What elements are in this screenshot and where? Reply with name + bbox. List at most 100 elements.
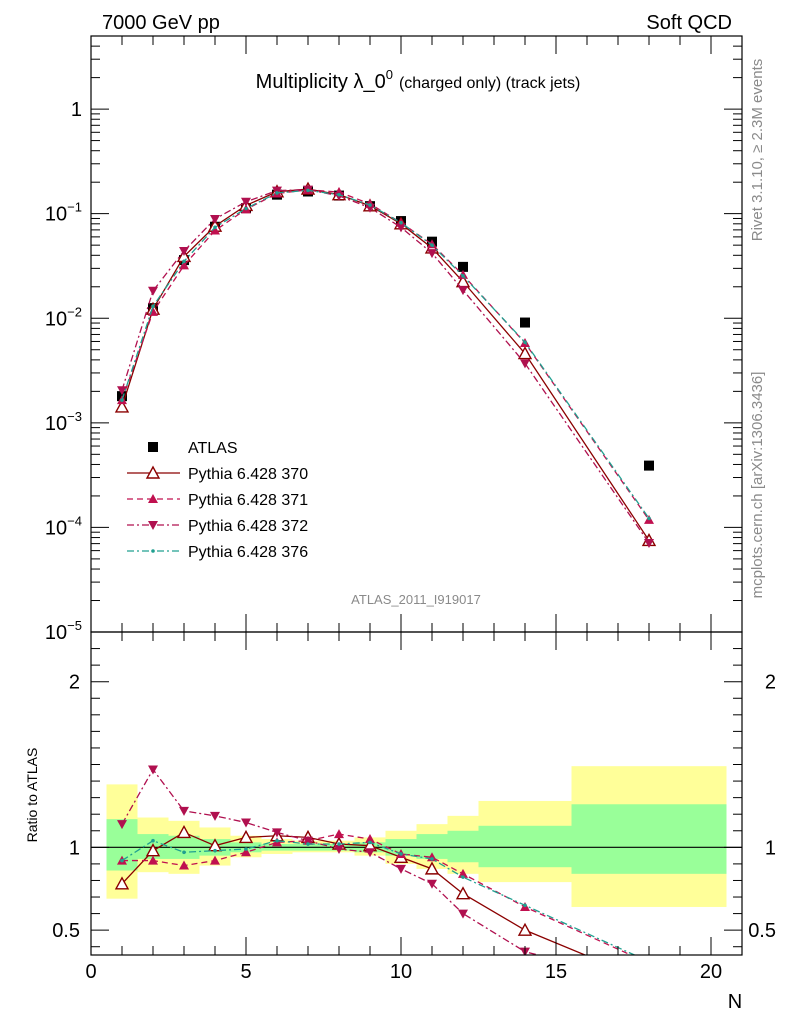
legend-marker-pythia-6-428-370 xyxy=(145,465,161,479)
ratio-y-tick-label-left: 1 xyxy=(69,837,80,859)
ratio-point-pythia-6-428-370 xyxy=(455,886,471,900)
legend-label-pythia-6-428-372: Pythia 6.428 372 xyxy=(188,518,308,535)
ratio-line-pythia-6-428-376 xyxy=(121,839,636,955)
main-y-tick-label: 10−5 xyxy=(45,618,82,644)
main-point-pythia-6-428-376 xyxy=(461,274,465,278)
main-y-tick-label: 10−3 xyxy=(45,409,82,435)
legend: ATLAS Pythia 6.428 370 Pythia 6.428 371 Pyt… xyxy=(127,440,308,561)
ratio-point-pythia-6-428-376 xyxy=(182,850,186,855)
main-y-tick-exponent: −1 xyxy=(67,200,82,215)
ratio-y-axis-label: Ratio to ATLAS xyxy=(24,748,40,843)
ratio-y-tick-label-right: 1 xyxy=(765,837,776,859)
main-y-tick-base: 10 xyxy=(45,413,67,435)
main-y-tick-exponent: −5 xyxy=(67,618,82,633)
main-y-tick-base: 1 xyxy=(71,99,82,121)
ratio-point-pythia-6-428-372 xyxy=(272,828,282,838)
main-line-pythia-6-428-370 xyxy=(121,188,650,541)
main-point-atlas xyxy=(458,261,468,272)
main-y-tick-base: 10 xyxy=(45,204,67,226)
legend-label-atlas: ATLAS xyxy=(188,440,238,457)
main-y-tick-labels: 110−110−210−310−410−5 xyxy=(45,99,82,644)
ratio-point-pythia-6-428-371 xyxy=(644,958,654,967)
main-point-pythia-6-428-372 xyxy=(520,359,530,369)
legend-label-pythia-6-428-371: Pythia 6.428 371 xyxy=(188,492,308,509)
x-tick-label: 5 xyxy=(240,961,251,983)
x-axis-label: N xyxy=(728,991,742,1013)
main-point-pythia-6-428-376 xyxy=(647,516,651,521)
ratio-band-green xyxy=(571,804,727,874)
ratio-point-pythia-6-428-371 xyxy=(148,855,158,865)
ratio-point-pythia-6-428-376 xyxy=(244,847,248,851)
main-point-pythia-6-428-376 xyxy=(430,243,434,247)
ratio-point-pythia-6-428-371 xyxy=(210,855,220,865)
ratio-point-pythia-6-428-371 xyxy=(179,860,189,870)
ratio-point-pythia-6-428-370 xyxy=(238,829,254,844)
main-point-atlas xyxy=(520,317,530,328)
main-y-tick-base: 10 xyxy=(45,517,67,539)
ratio-point-pythia-6-428-376 xyxy=(399,852,403,856)
ratio-point-pythia-6-428-372 xyxy=(365,848,375,858)
main-point-pythia-6-428-376 xyxy=(337,192,341,197)
main-point-pythia-6-428-376 xyxy=(523,340,527,345)
main-point-pythia-6-428-372 xyxy=(179,246,189,256)
main-point-pythia-6-428-372 xyxy=(396,223,406,233)
ratio-y-tick-label-left: 0.5 xyxy=(52,920,80,942)
ratio-plot-ticks xyxy=(90,631,743,955)
ratio-point-pythia-6-428-370 xyxy=(643,976,655,987)
ratio-point-pythia-6-428-376 xyxy=(275,838,279,843)
ratio-point-pythia-6-428-376 xyxy=(647,960,651,964)
main-y-tick-label: 10−1 xyxy=(45,200,82,226)
ratio-point-pythia-6-428-376 xyxy=(337,842,341,846)
ratio-point-pythia-6-428-371 xyxy=(365,834,375,844)
main-point-pythia-6-428-371 xyxy=(179,260,189,270)
ratio-point-pythia-6-428-372 xyxy=(458,909,468,919)
ratio-y-tick-labels: 0.5 0.5 1 1 2 2 xyxy=(52,672,776,942)
plot-title-superscript: 0 xyxy=(386,67,393,82)
ratio-point-pythia-6-428-376 xyxy=(151,838,155,843)
main-y-tick-exponent: −4 xyxy=(67,513,82,528)
main-point-pythia-6-428-376 xyxy=(213,225,217,230)
ratio-point-pythia-6-428-372 xyxy=(210,811,220,821)
legend-label-pythia-6-428-376: Pythia 6.428 376 xyxy=(188,544,308,561)
ratio-point-pythia-6-428-371 xyxy=(334,829,344,839)
x-tick-labels: 0 5 10 15 20 xyxy=(85,961,722,983)
ratio-point-pythia-6-428-376 xyxy=(368,840,372,845)
ratio-point-pythia-6-428-372 xyxy=(427,879,437,889)
main-point-pythia-6-428-370 xyxy=(114,399,130,413)
main-y-tick-base: 10 xyxy=(45,622,67,644)
ratio-point-pythia-6-428-372 xyxy=(117,820,127,830)
main-y-tick-base: 10 xyxy=(45,308,67,330)
main-plot-marks xyxy=(114,181,657,548)
main-point-pythia-6-428-376 xyxy=(368,203,372,207)
ratio-point-pythia-6-428-376 xyxy=(306,842,310,846)
ratio-point-pythia-6-428-372 xyxy=(303,836,313,846)
main-plot-panel: 110−110−210−310−410−5 Multiplicity λ_00(… xyxy=(45,35,743,644)
ratio-point-pythia-6-428-371 xyxy=(458,868,468,878)
main-point-pythia-6-428-371 xyxy=(210,225,220,235)
main-point-pythia-6-428-372 xyxy=(241,197,251,207)
main-point-pythia-6-428-372 xyxy=(427,249,437,259)
main-point-pythia-6-428-376 xyxy=(120,398,124,402)
ratio-point-pythia-6-428-376 xyxy=(213,848,217,853)
ratio-plot-frame xyxy=(90,631,743,956)
plot-title-subtitle: (charged only) (track jets) xyxy=(399,75,580,92)
header-energy-label: 7000 GeV pp xyxy=(102,12,220,34)
ratio-y-tick-label-left: 2 xyxy=(69,672,80,694)
ratio-plot-panel: 0.5 0.5 1 1 2 2 0 5 10 15 20 Ratio to ATLAS N xyxy=(24,631,776,1013)
ratio-point-pythia-6-428-372 xyxy=(241,818,251,828)
legend-marker-pythia-6-428-371 xyxy=(148,494,158,503)
main-plot-ticks xyxy=(90,35,743,633)
ratio-plot-marks xyxy=(91,765,742,987)
main-y-tick-label: 1 xyxy=(71,99,82,121)
ratio-y-tick-label-right: 2 xyxy=(765,672,776,694)
x-tick-label: 0 xyxy=(85,961,96,983)
ratio-point-pythia-6-428-370 xyxy=(424,861,440,875)
main-y-tick-exponent: −2 xyxy=(67,304,82,319)
main-line-pythia-6-428-376 xyxy=(121,189,650,519)
ratio-band-green xyxy=(447,830,479,863)
main-point-pythia-6-428-372 xyxy=(365,203,375,213)
ratio-point-pythia-6-428-372 xyxy=(334,844,344,854)
mcplots-reference-label: mcplots.cern.ch [arXiv:1306.3436] xyxy=(749,372,766,599)
legend-marker-pythia-6-428-372 xyxy=(148,521,158,530)
